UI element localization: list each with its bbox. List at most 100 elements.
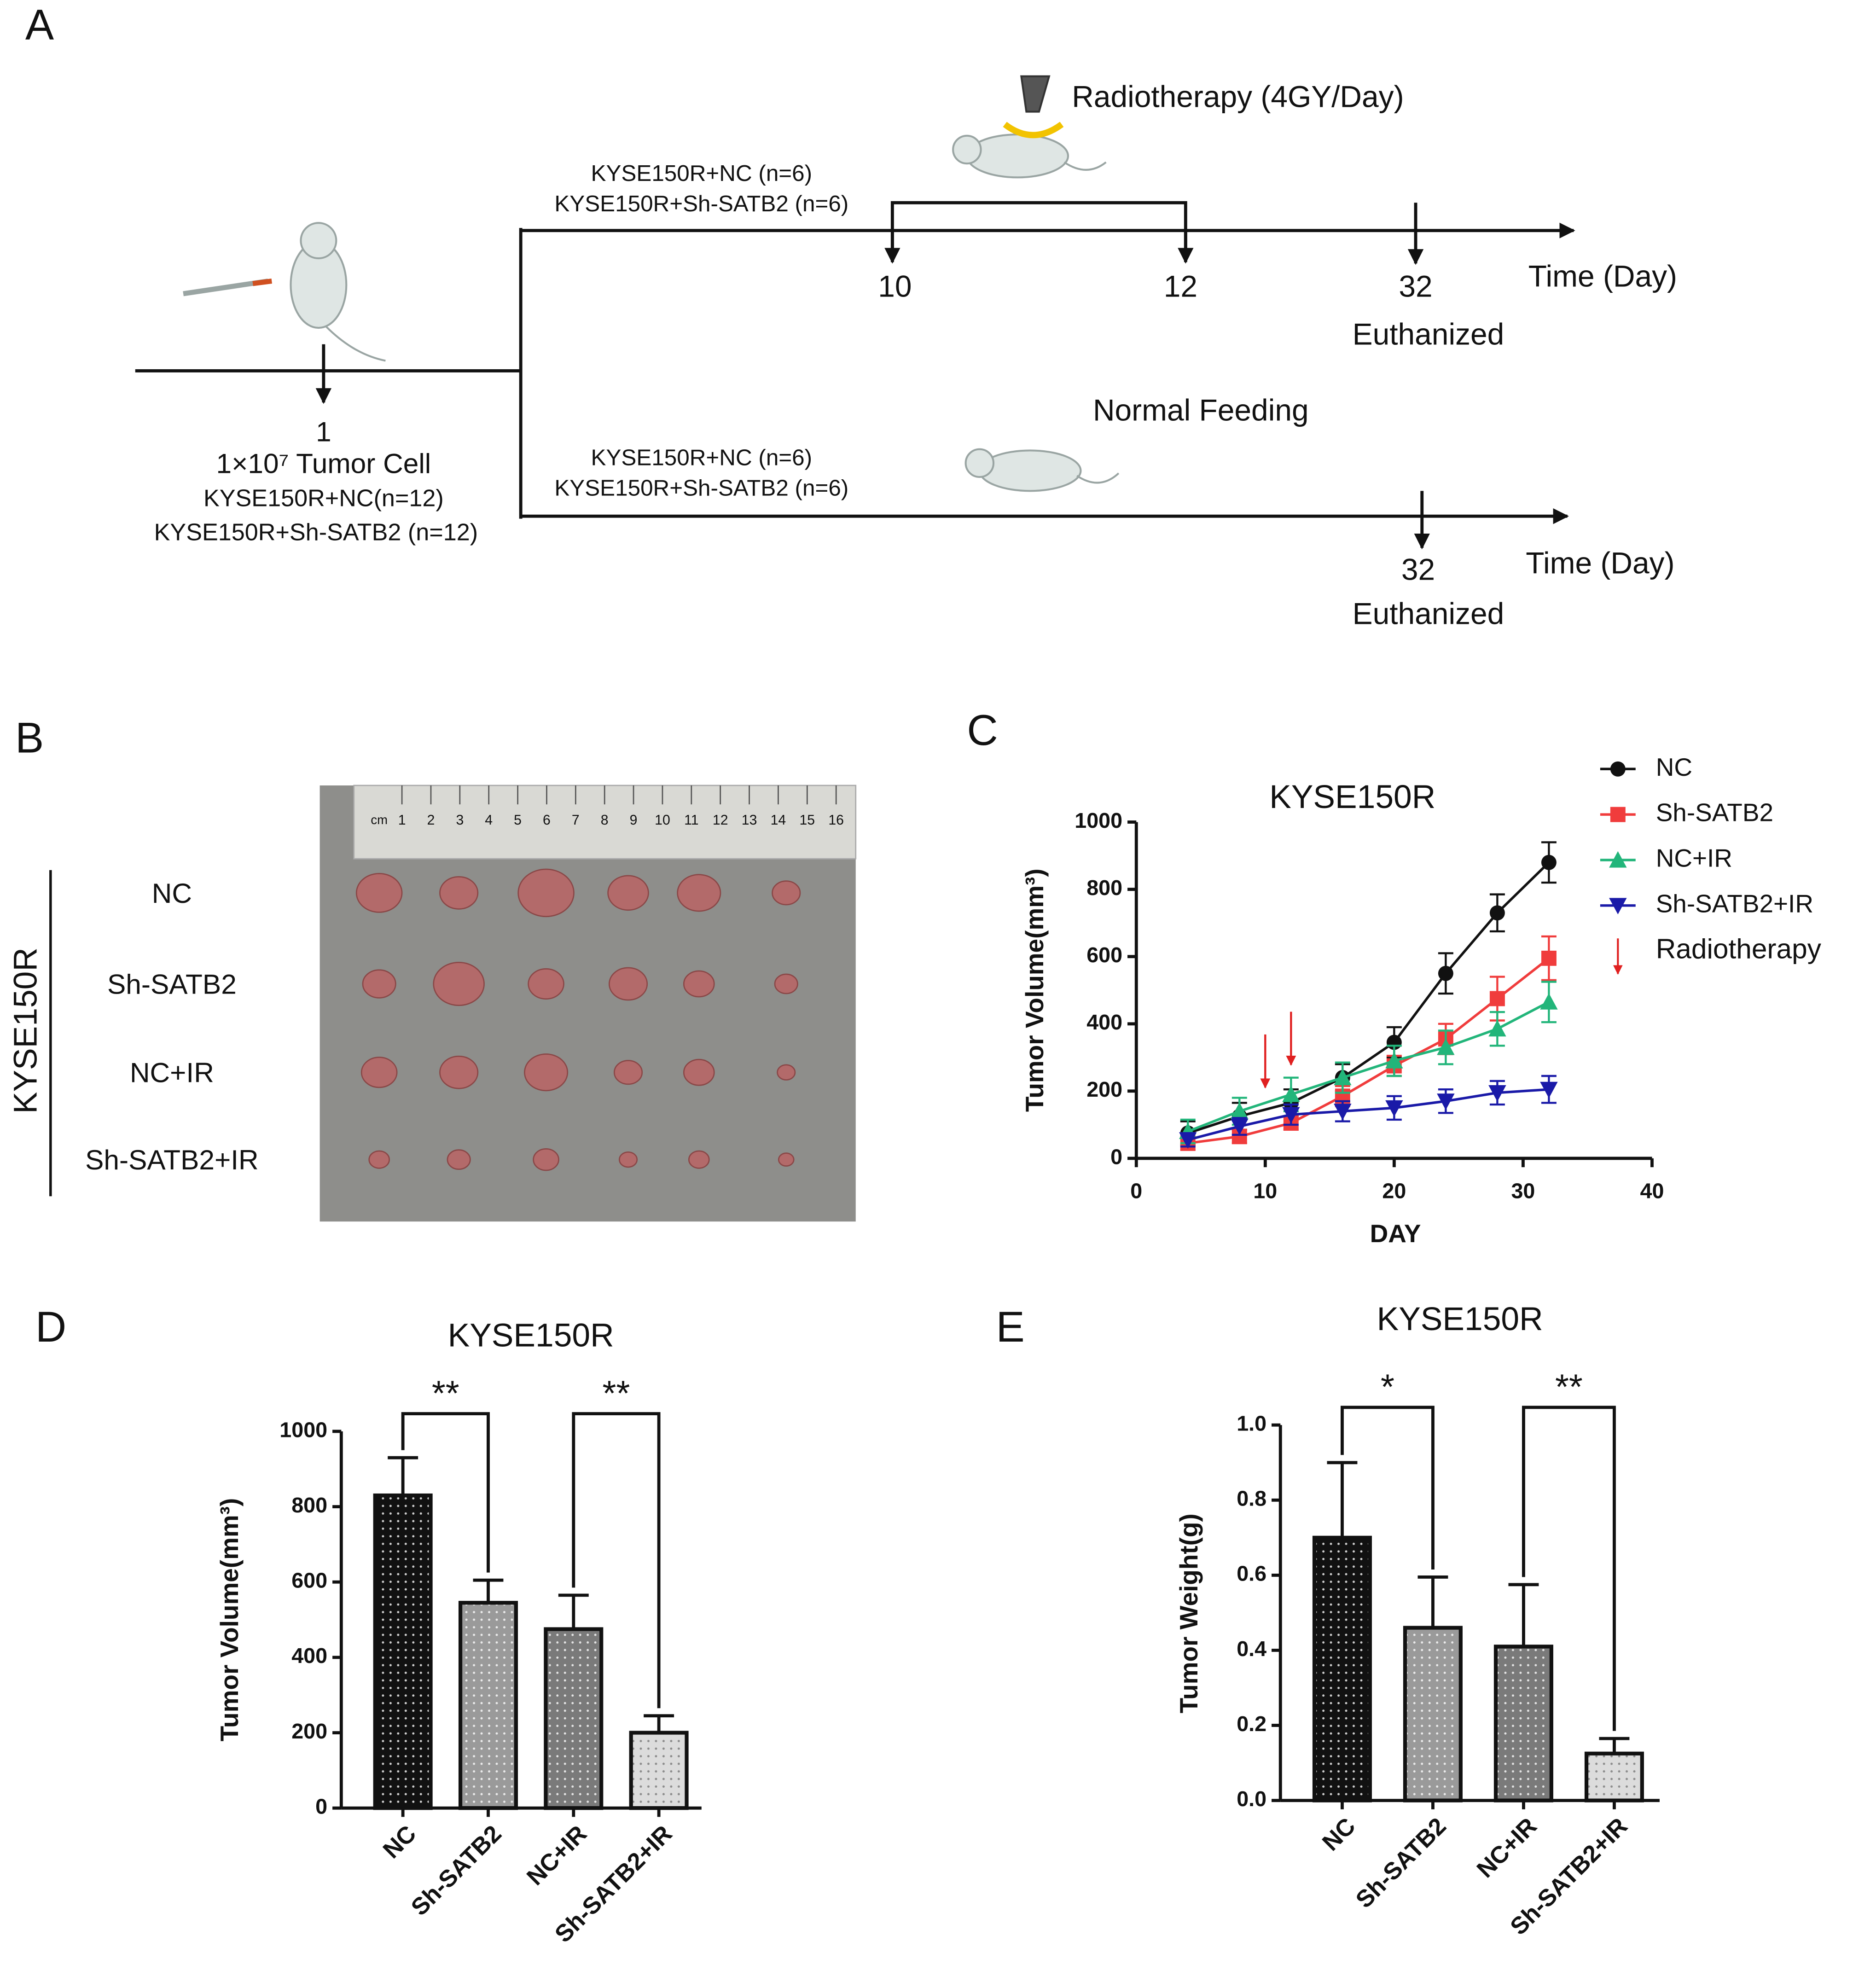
- axis-label: Time (Day): [1526, 546, 1674, 580]
- ruler-number: 7: [572, 813, 580, 828]
- panel-label: A: [25, 1, 54, 49]
- significance-bracket: [401, 1412, 490, 1573]
- timeline-diagram: 1 1×10⁷ Tumor Cell KYSE150R+NC(n=12) KYS…: [135, 75, 1677, 630]
- tumor: [360, 1057, 398, 1088]
- error-bar: [644, 1714, 674, 1733]
- tumor: [517, 868, 575, 918]
- chart-title: KYSE150R: [448, 1317, 614, 1354]
- day-label: 32: [1399, 269, 1432, 303]
- significance-bracket: [1522, 1406, 1616, 1731]
- significance-label: *: [1381, 1367, 1394, 1407]
- group-label: KYSE150R+Sh-SATB2 (n=6): [554, 476, 848, 501]
- panel-label: B: [15, 714, 44, 762]
- group-label: KYSE150R+NC (n=6): [591, 161, 813, 186]
- mouse-icon: [952, 75, 1107, 179]
- bar: [1403, 1626, 1463, 1802]
- tumor: [607, 875, 649, 911]
- series-line: [1187, 861, 1550, 1134]
- marker: [1488, 1085, 1506, 1102]
- marker: [1488, 1020, 1506, 1037]
- marker: [1231, 1119, 1249, 1135]
- ruler-number: 12: [713, 813, 728, 828]
- axis-label: Time (Day): [1528, 259, 1677, 293]
- cell-label: 1×10⁷ Tumor Cell: [216, 448, 431, 479]
- tumor: [613, 1060, 643, 1085]
- chart-title: KYSE150R: [1377, 1301, 1543, 1337]
- bar: [544, 1627, 604, 1810]
- day-label: 32: [1401, 552, 1435, 586]
- panel-label: E: [996, 1303, 1025, 1351]
- bar: [458, 1601, 518, 1810]
- y-tick-label: 400: [1086, 1010, 1122, 1034]
- row-label: NC: [152, 878, 192, 909]
- y-axis-label: Tumor Volume(mm³): [215, 1498, 244, 1742]
- marker: [1541, 854, 1557, 870]
- bar: [629, 1731, 689, 1810]
- bar: [1312, 1535, 1372, 1802]
- tumor: [368, 1150, 390, 1169]
- series-line: [1187, 1088, 1549, 1141]
- y-tick-label: 200: [291, 1719, 327, 1743]
- treatment-label: Radiotherapy (4GY/Day): [1072, 80, 1404, 114]
- bar: [373, 1493, 433, 1810]
- ruler-number: 5: [514, 813, 522, 828]
- error-bar: [473, 1578, 504, 1603]
- ruler-number: 16: [828, 813, 844, 828]
- x-tick-label: 0: [1130, 1179, 1142, 1203]
- marker: [1540, 1081, 1558, 1099]
- legend-marker: [1609, 898, 1627, 915]
- tumor: [683, 1058, 715, 1086]
- legend-label: Sh-SATB2: [1656, 798, 1773, 827]
- x-tick-label: NC: [1317, 1813, 1360, 1856]
- y-tick-label: 0.0: [1237, 1787, 1266, 1811]
- ruler-unit: cm: [371, 813, 388, 827]
- marker: [1231, 1102, 1249, 1119]
- tumor: [774, 973, 798, 994]
- y-tick-label: 0.8: [1237, 1487, 1266, 1511]
- marker: [1334, 1104, 1352, 1120]
- legend-marker: [1610, 807, 1626, 822]
- day-label: 10: [878, 269, 912, 303]
- tumor: [433, 961, 485, 1006]
- marker: [1179, 1132, 1197, 1149]
- x-tick-label: NC: [378, 1820, 421, 1864]
- marker: [1540, 993, 1558, 1010]
- tumor: [528, 968, 564, 1000]
- row-label: Sh-SATB2: [107, 968, 237, 1000]
- ruler-number: 2: [427, 813, 435, 828]
- marker: [1541, 950, 1557, 966]
- marker: [1385, 1100, 1403, 1117]
- marker: [1334, 1069, 1352, 1086]
- legend-label: Radiotherapy: [1656, 933, 1822, 965]
- ruler-number: 11: [684, 813, 698, 828]
- chart-title: KYSE150R: [1269, 779, 1435, 815]
- marker: [1437, 1093, 1455, 1110]
- marker: [1282, 1107, 1300, 1124]
- panel-label: D: [35, 1303, 66, 1351]
- ruler-number: 9: [630, 813, 638, 828]
- significance-label: **: [1555, 1367, 1583, 1407]
- y-tick-label: 0: [315, 1794, 327, 1818]
- group-label: KYSE150R+NC(n=12): [203, 485, 444, 512]
- marker: [1489, 991, 1505, 1006]
- significance-label: **: [432, 1373, 459, 1413]
- tumor: [355, 872, 403, 913]
- tumor: [447, 1149, 471, 1170]
- y-tick-label: 600: [291, 1569, 327, 1593]
- series-line: [1187, 1000, 1550, 1133]
- ruler-number: 15: [800, 813, 815, 828]
- ruler-number: 6: [543, 813, 551, 828]
- end-label: Euthanized: [1353, 596, 1504, 630]
- ruler-number: 13: [742, 813, 757, 828]
- legend-label: NC+IR: [1656, 843, 1732, 872]
- error-bar: [558, 1593, 589, 1629]
- legend-marker: [1609, 851, 1627, 868]
- end-label: Euthanized: [1353, 317, 1504, 351]
- x-tick-label: 30: [1511, 1179, 1535, 1203]
- tumor: [439, 876, 479, 910]
- row-label: Sh-SATB2+IR: [85, 1144, 258, 1175]
- tumor: [362, 969, 396, 999]
- mouse-icon: [183, 222, 386, 362]
- marker: [1438, 965, 1453, 981]
